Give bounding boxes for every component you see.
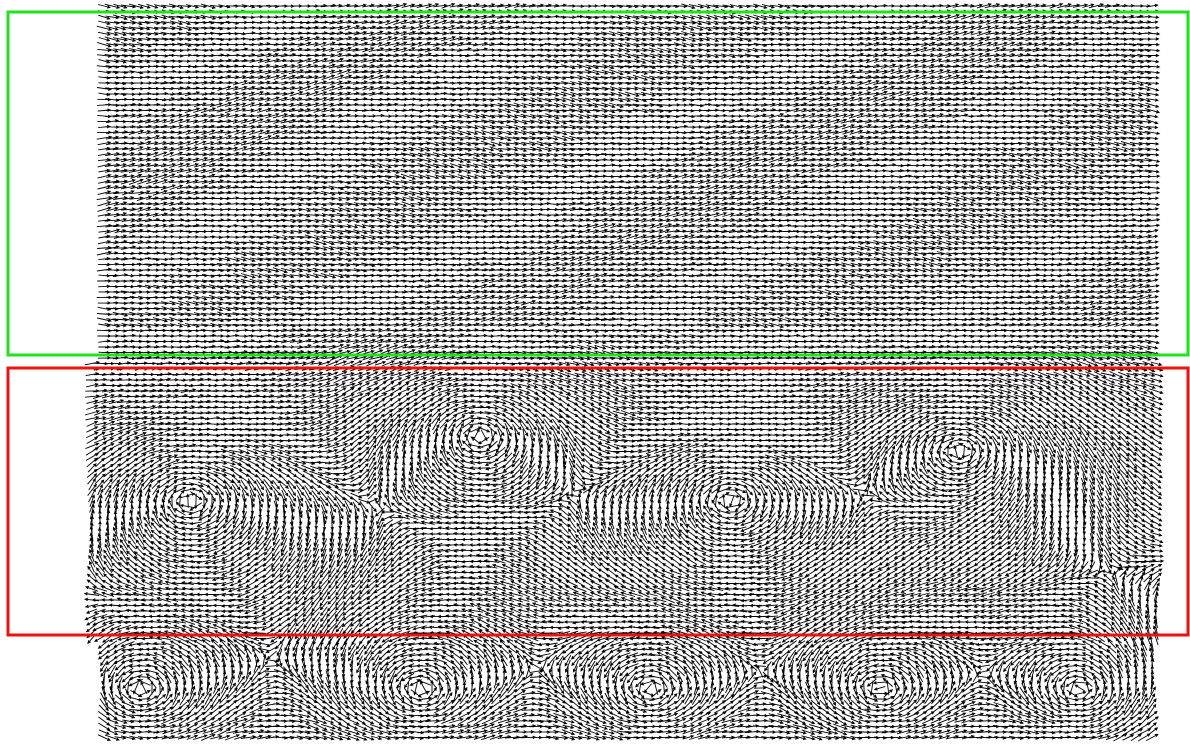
highlight-frame (6, 10, 1190, 357)
highlight-frame (6, 366, 1190, 637)
vector-field (83, 2, 1165, 742)
